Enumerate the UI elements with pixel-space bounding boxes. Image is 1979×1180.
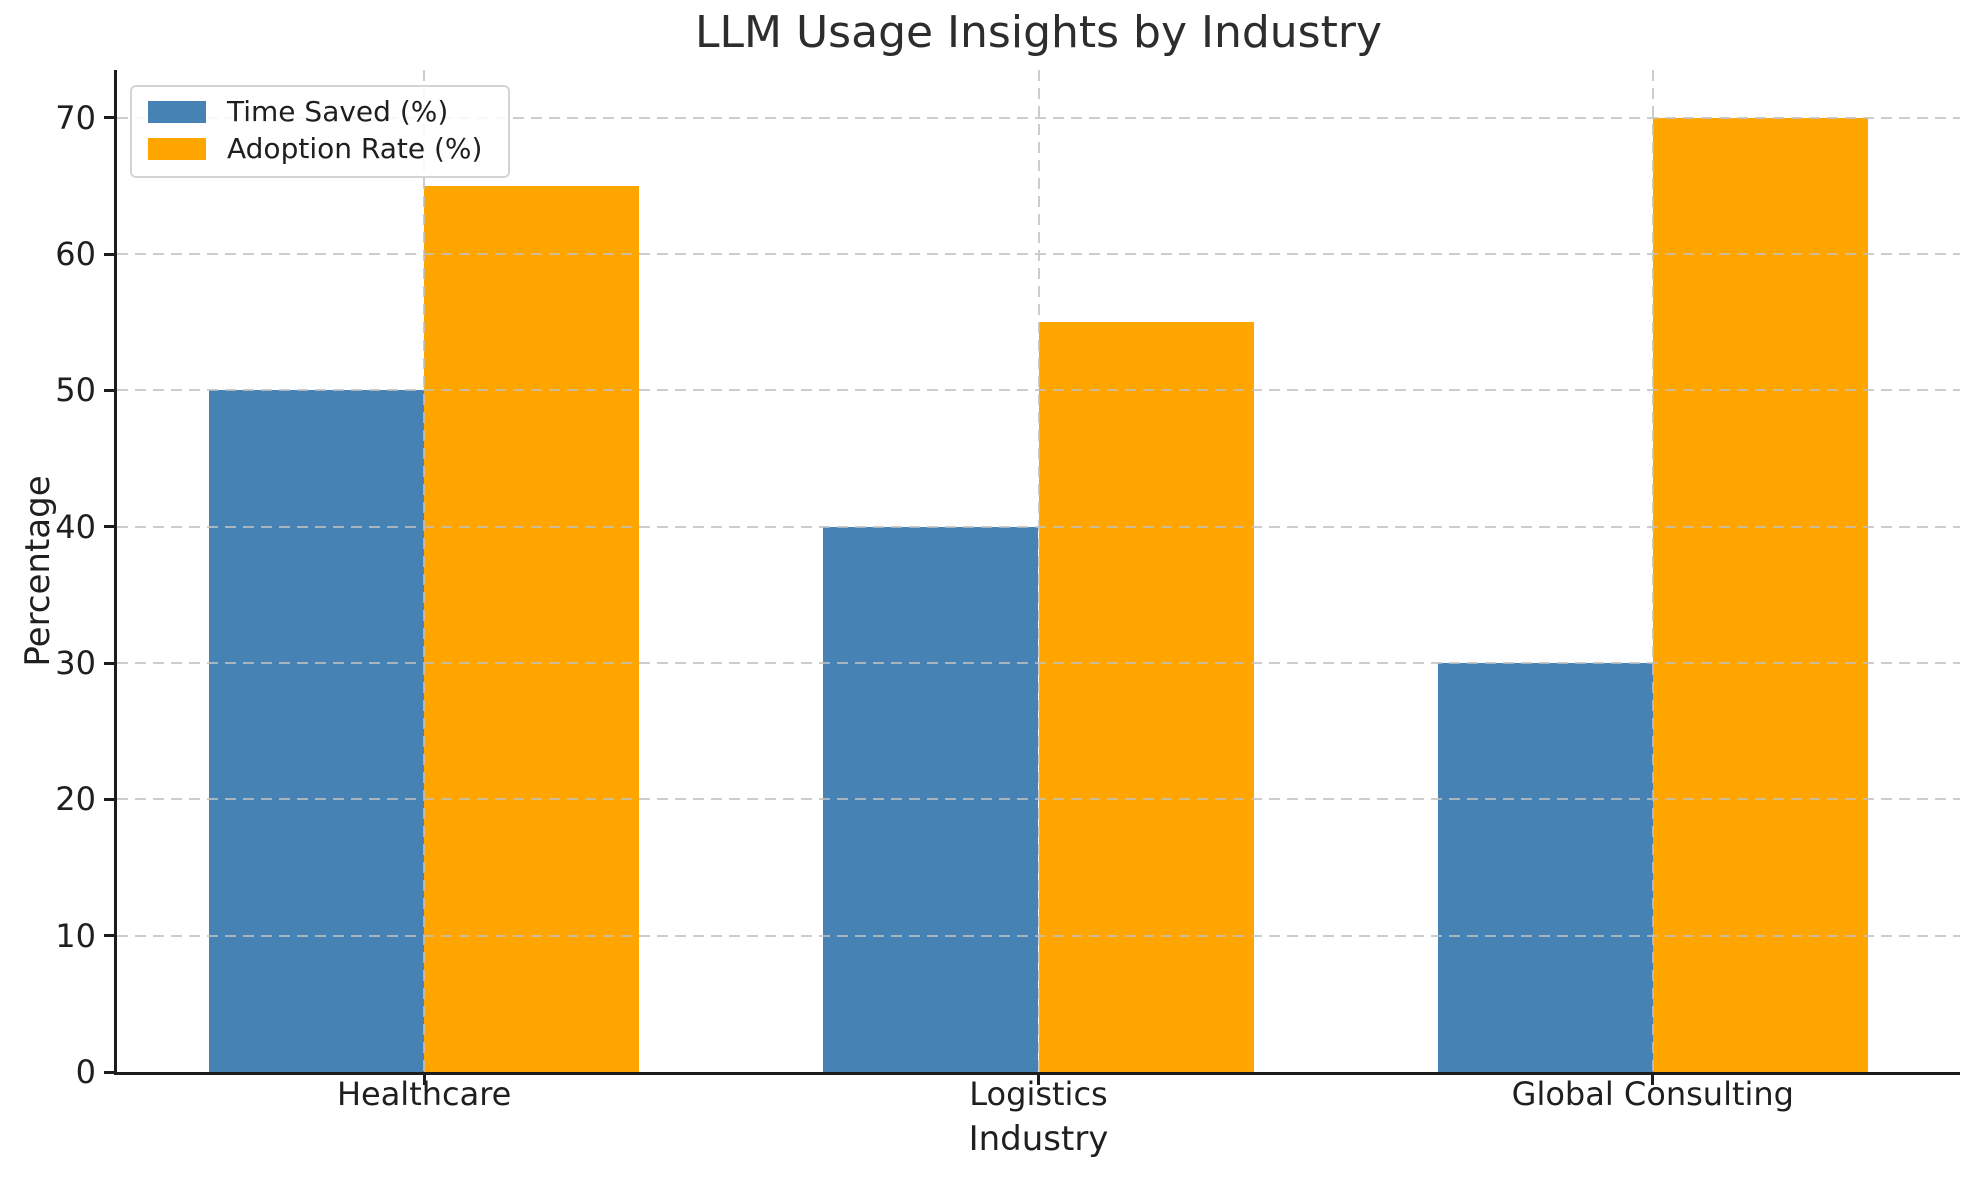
y-tick-label-50: 50 — [55, 371, 96, 410]
legend-label-time-saved: Time Saved (%) — [227, 95, 449, 128]
y-tick-mark-60 — [104, 252, 114, 256]
legend: Time Saved (%) Adoption Rate (%) — [130, 85, 511, 178]
left-spine — [114, 70, 117, 1075]
y-tick-label-70: 70 — [55, 98, 96, 137]
chart-title: LLM Usage Insights by Industry — [695, 7, 1382, 58]
legend-label-adoption-rate: Adoption Rate (%) — [227, 132, 483, 165]
x-tick-label-logistics: Logistics — [969, 1075, 1108, 1113]
y-tick-mark-30 — [104, 661, 114, 665]
y-tick-mark-0 — [104, 1070, 114, 1074]
x-axis-label: Industry — [968, 1119, 1109, 1159]
y-tick-label-60: 60 — [55, 235, 96, 274]
bar-global-consulting-adoption-rate — [1652, 117, 1868, 1072]
x-tick-mark-logistics — [1037, 1075, 1040, 1085]
x-tick-mark-healthcare — [422, 1075, 426, 1085]
y-tick-mark-50 — [104, 388, 114, 392]
legend-item-adoption-rate: Adoption Rate (%) — [148, 135, 482, 163]
legend-swatch-time-saved — [148, 101, 206, 123]
legend-item-time-saved: Time Saved (%) — [148, 98, 482, 126]
y-tick-mark-20 — [104, 797, 114, 801]
x-axis-ticks: Healthcare Logistics Global Consulting — [117, 1075, 1960, 1145]
y-tick-mark-70 — [104, 116, 114, 120]
x-tick-label-healthcare: Healthcare — [336, 1075, 512, 1113]
y-tick-label-40: 40 — [55, 507, 96, 546]
bottom-spine — [114, 1072, 1960, 1075]
y-axis-ticks: 0 10 20 30 40 50 60 70 — [0, 70, 114, 1088]
bars-layer — [117, 70, 1960, 1072]
bar-global-consulting-time-saved — [1437, 663, 1653, 1072]
y-tick-mark-10 — [104, 934, 114, 938]
y-tick-mark-40 — [104, 525, 114, 529]
bar-logistics-time-saved — [823, 526, 1039, 1072]
plot-area: Time Saved (%) Adoption Rate (%) — [117, 70, 1960, 1072]
y-tick-label-30: 30 — [55, 644, 96, 683]
x-tick-mark-global-consulting — [1651, 1075, 1655, 1085]
y-tick-label-10: 10 — [55, 916, 96, 955]
x-tick-label-global-consulting: Global Consulting — [1511, 1075, 1794, 1113]
y-tick-label-20: 20 — [55, 780, 96, 819]
y-tick-label-0: 0 — [75, 1053, 96, 1091]
bar-logistics-adoption-rate — [1038, 322, 1254, 1072]
bar-healthcare-time-saved — [209, 390, 425, 1072]
legend-swatch-adoption-rate — [148, 138, 206, 160]
bar-healthcare-adoption-rate — [424, 185, 640, 1072]
